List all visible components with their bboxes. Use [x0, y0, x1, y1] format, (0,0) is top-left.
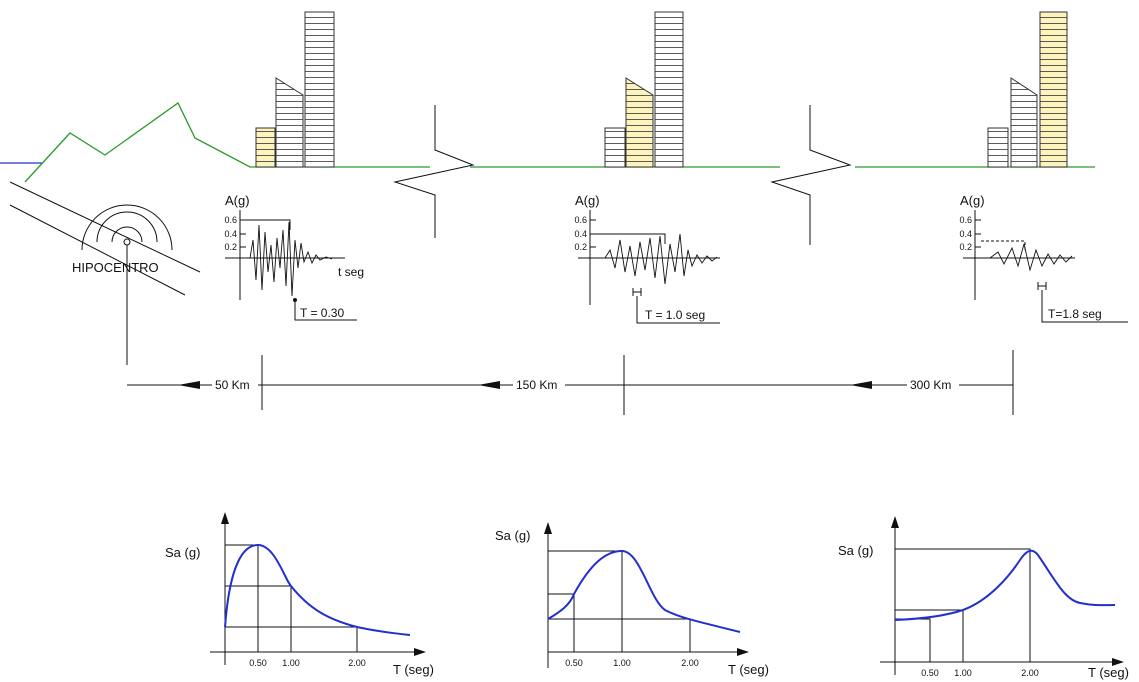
line-art	[24, 102, 430, 183]
label-bg	[907, 377, 959, 393]
line-art	[1039, 11, 1068, 168]
line-art	[1041, 290, 1128, 323]
y-tick: 0.2	[574, 242, 587, 252]
line-art	[123, 238, 131, 246]
y-label: Sa (g)	[495, 528, 530, 543]
line-art	[81, 204, 173, 251]
x-tick: 0.50	[921, 668, 939, 678]
line-art	[1037, 282, 1047, 290]
terrain	[0, 102, 1095, 365]
x-tick: 0.50	[565, 658, 583, 668]
y-label: Sa (g)	[838, 543, 873, 558]
line-art	[604, 233, 718, 285]
line-art	[1112, 658, 1124, 666]
buildings-site-2	[604, 11, 684, 168]
period-label: T = 1.0 seg	[645, 308, 705, 322]
label-bg	[212, 377, 258, 393]
y-tick: 0.6	[574, 215, 587, 225]
x-label: T (seg)	[728, 662, 769, 677]
y-tick: 0.4	[574, 229, 587, 239]
spectrum	[544, 522, 749, 668]
x-tick: 0.50	[249, 658, 267, 668]
line-art	[9, 204, 186, 296]
y-label: A(g)	[225, 193, 250, 208]
line-art	[895, 548, 1031, 662]
line-art	[625, 77, 654, 168]
accelerogram	[578, 210, 720, 324]
x-label: T (seg)	[393, 662, 434, 677]
line-art	[275, 77, 304, 168]
line-art	[178, 381, 200, 389]
line-art	[850, 381, 872, 389]
line-art	[1010, 77, 1038, 168]
line-art	[737, 648, 749, 656]
hypocenter-label: HIPOCENTRO	[72, 260, 159, 275]
line-art	[981, 240, 1026, 250]
line-art	[636, 296, 720, 324]
line-art	[9, 181, 201, 273]
y-tick: 0.6	[224, 215, 237, 225]
y-label: A(g)	[960, 193, 985, 208]
x-tick: 2.00	[1021, 668, 1039, 678]
line-art	[547, 549, 741, 633]
line-art	[891, 516, 899, 528]
period-label: T = 0.30	[300, 306, 344, 320]
line-art	[989, 243, 1073, 272]
line-art	[987, 127, 1009, 168]
x-tick: 1.00	[282, 658, 300, 668]
line-art	[255, 127, 276, 168]
distance-label: 300 Km	[910, 378, 951, 392]
buildings-site-3	[987, 11, 1068, 168]
x-tick: 1.00	[613, 658, 631, 668]
line-art	[632, 288, 642, 296]
y-tick: 0.4	[959, 229, 972, 239]
line-art	[478, 381, 500, 389]
break-symbol	[393, 105, 475, 238]
line-art	[894, 549, 1116, 621]
line-art	[221, 512, 229, 524]
y-tick: 0.2	[959, 242, 972, 252]
distance-label: 150 Km	[516, 378, 557, 392]
line-art	[225, 544, 358, 652]
x-label: T (seg)	[1088, 665, 1129, 680]
line-art	[654, 11, 684, 168]
y-label: A(g)	[575, 193, 600, 208]
spectrum	[210, 512, 426, 665]
line-art	[596, 233, 666, 244]
x-tick: 2.00	[348, 658, 366, 668]
accelerogram	[963, 210, 1128, 323]
accelerogram	[225, 210, 357, 321]
distance-line	[127, 350, 1014, 415]
buildings-site-1	[255, 11, 335, 168]
line-art	[304, 11, 335, 168]
break-symbol	[770, 105, 852, 245]
y-tick: 0.6	[959, 215, 972, 225]
x-label: t seg	[338, 265, 364, 279]
spectrum	[880, 516, 1124, 675]
line-art	[294, 300, 357, 321]
label-bg	[513, 377, 565, 393]
line-art	[224, 543, 411, 636]
line-art	[414, 648, 426, 656]
line-art	[544, 522, 552, 534]
line-art	[249, 221, 333, 297]
period-label: T=1.8 seg	[1048, 307, 1102, 321]
y-tick: 0.4	[224, 229, 237, 239]
y-label: Sa (g)	[165, 545, 200, 560]
line-art	[246, 219, 291, 230]
x-tick: 2.00	[681, 658, 699, 668]
x-tick: 1.00	[954, 668, 972, 678]
distance-label: 50 Km	[215, 378, 250, 392]
line-art	[604, 127, 626, 168]
y-tick: 0.2	[224, 242, 237, 252]
